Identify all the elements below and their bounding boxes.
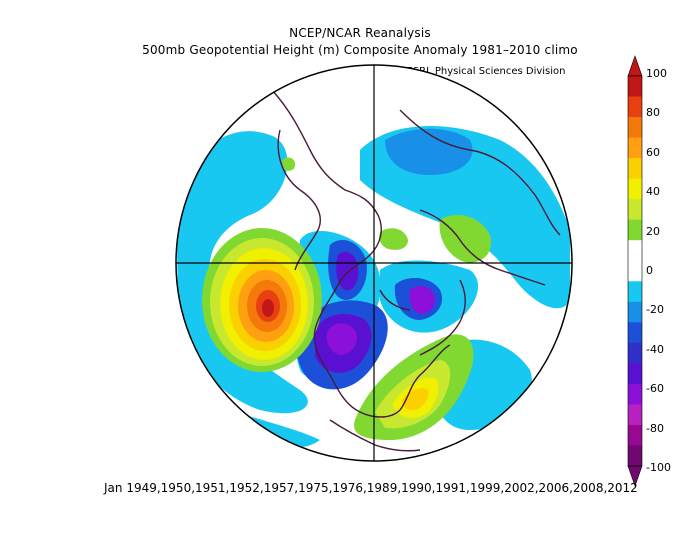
colorbar-segment	[628, 199, 642, 221]
colorbar-tick-label: 80	[646, 106, 660, 120]
colorbar-segment	[628, 445, 642, 467]
map-boundary	[175, 64, 573, 462]
chart-subtitle: 500mb Geopotential Height (m) Composite …	[142, 43, 578, 57]
positive-anomaly-spots	[282, 157, 491, 263]
colorbar-segment	[628, 424, 642, 446]
colorbar-tick-label: -20	[646, 303, 664, 317]
colorbar-segment	[628, 117, 642, 139]
colorbar-segment	[628, 404, 642, 426]
colorbar-tick-label: 60	[646, 145, 660, 159]
colorbar-tick-label: 100	[646, 67, 667, 80]
colorbar-segment	[628, 281, 642, 303]
colorbar-tick-label: 20	[646, 224, 660, 238]
colorbar-tick-label: -40	[646, 342, 664, 356]
colorbar-segment	[628, 240, 642, 262]
colorbar-segment	[628, 76, 642, 98]
colorbar-segment	[628, 219, 642, 241]
colorbar-segment	[628, 178, 642, 200]
north-pacific-ridge	[202, 228, 322, 372]
colorbar-tick-label: -80	[646, 421, 664, 435]
colorbar-segment	[628, 158, 642, 180]
colorbar-tick-label: -60	[646, 382, 664, 396]
colorbar-top-arrow	[627, 55, 643, 77]
colorbar-segment	[628, 137, 642, 159]
colorbar-segment	[628, 322, 642, 344]
composite-years: Jan 1949,1950,1951,1952,1957,1975,1976,1…	[104, 481, 638, 495]
colorbar-tick-label: 40	[646, 185, 660, 199]
colorbar-segment	[628, 260, 642, 282]
coastlines	[271, 89, 561, 452]
colorbar-segment	[628, 96, 642, 118]
chart-title: NCEP/NCAR Reanalysis	[289, 26, 431, 40]
colorbar-segment	[628, 363, 642, 385]
colorbar-segment	[628, 383, 642, 405]
colorbar-tick-label: 0	[646, 264, 653, 277]
colorbar-tick-label: -100	[646, 461, 671, 474]
colorbar-segment	[628, 301, 642, 323]
trough-contours	[296, 128, 473, 390]
southeast-us-ridge	[354, 334, 474, 440]
credit-text: NOAA/ESRL Physical Sciences Division	[374, 66, 566, 77]
colorbar-segment	[628, 342, 642, 364]
